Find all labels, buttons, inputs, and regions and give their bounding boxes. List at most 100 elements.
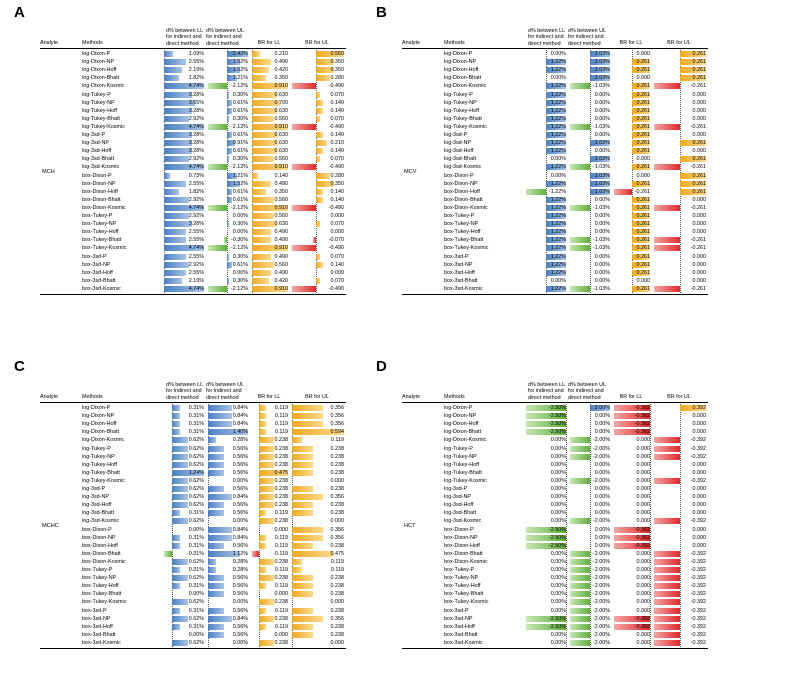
cell-value: -0.392 [690,477,706,484]
cell-value: 0.560 [274,213,289,219]
cell-value: 0.000 [636,599,651,606]
value-bar [632,269,650,276]
table-row: log-Tukey-Bhatt 1.24% 0.56% 0.475 0.238 [40,469,346,477]
value-bar [590,156,610,163]
cell-value: -2.00% [592,599,610,606]
bottom-rule [402,294,708,295]
cell-value: 0.238 [274,502,289,509]
cell-value: 2.55% [188,180,204,187]
value-bar [172,453,188,460]
cell-value: 0.91% [232,140,248,147]
value-bar [172,413,180,420]
value-bar [208,413,232,420]
value-bar [164,132,192,138]
method-name: box-Dixon-Kosmic [82,558,126,565]
cell-value: 0.56% [232,575,248,582]
cell-value: 4.74% [188,245,204,252]
method-name: log-Dixon-Bhatt [444,429,482,436]
cell-value: 0.56% [232,461,248,468]
cell-value: 0.238 [330,461,345,468]
value-bar [226,196,233,203]
cell-value: 0.261 [636,196,651,203]
cell-value: 0.261 [636,123,651,130]
cell-value: 1.03% [594,67,610,74]
cell-value: 0.000 [692,277,707,284]
cell-value: 0.00% [594,91,610,98]
cell-value: 0.31% [188,534,204,541]
value-bar [259,502,274,509]
value-bar [570,591,590,598]
cell-value: 0.00% [594,261,610,268]
value-bar [208,631,224,638]
value-bar [316,140,327,147]
method-name: log-Tukey-Kosmic [444,123,487,130]
cell-value: 0.62% [188,453,204,460]
cell-value: 1.22% [550,261,566,268]
value-bar [292,469,313,476]
value-bar [570,518,590,525]
cell-value: 0.00% [594,253,610,260]
value-bar [208,494,232,501]
value-bar [172,461,188,468]
table-row: log-Tukey-Kosmic 0.00% -2.00% 0.000 -0.392 [402,477,708,485]
table-row: log-Dixon-Hoff 2.19% 1.52% 0.420 0.350 [40,66,346,74]
value-bar [654,518,680,525]
cell-value: -1.03% [592,285,610,292]
value-bar [546,253,566,260]
value-bar [259,445,274,452]
cell-value: 0.238 [274,445,289,452]
method-name: log-3sd-P [444,486,468,492]
cell-value: 0.238 [330,607,345,614]
header-methods: Methods [82,40,103,46]
method-name: log-Tukey-P [444,91,473,98]
value-bar [680,188,706,195]
value-bar [172,558,188,565]
cell-value: 0.261 [636,99,651,106]
value-bar [164,237,186,244]
cell-value: 0.119 [274,567,288,573]
method-name: box-Tukey-P [444,567,475,573]
cell-value: 0.00% [550,494,566,501]
cell-value: 1.03% [594,59,610,66]
cell-value: 0.000 [636,437,651,444]
value-bar [164,99,195,106]
cell-value: 1.03% [594,156,610,163]
header-brLL: BR for LL [619,394,643,400]
cell-value: 2.55% [188,59,204,66]
cell-value: 0.00% [594,132,610,138]
header-dUL: d% between UL for indirect and direct me… [206,28,244,47]
value-bar [546,107,566,114]
cell-value: 0.000 [330,599,345,606]
value-bar [654,445,680,452]
cell-value: 0.238 [274,518,289,525]
cell-value: 0.00% [594,534,610,541]
method-name: box-Tukey-Kosmic [82,245,127,252]
cell-value: 0.00% [550,550,566,557]
bar-axis [680,404,681,647]
cell-value: 0.630 [274,148,289,155]
method-name: log-Dixon-P [82,405,111,411]
value-bar [546,148,566,155]
cell-value: 0.910 [274,245,289,252]
table-row: log-Tukey-P 1.22% 0.00% 0.261 0.000 [402,91,708,99]
value-bar [259,567,267,573]
value-bar [546,67,566,74]
method-name: log-3sd-Bhatt [444,156,477,163]
cell-value: 0.238 [274,599,289,606]
value-bar [316,196,324,203]
value-bar [632,67,650,74]
method-name: box-Tukey-Hoff [444,229,481,236]
value-bar [172,615,188,622]
cell-value: -2.00% [592,607,610,614]
cell-value: 0.000 [636,502,651,509]
value-bar [292,164,317,171]
cell-value: 0.119 [330,558,344,565]
table-row: box-Dixon-Kosmic 1.22% -1.03% 0.261 -0.261 [402,204,708,212]
method-name: box-3sd-Bhatt [444,277,478,284]
cell-value: 0.630 [274,107,289,114]
cell-value: -2.50% [548,534,566,541]
value-bar [208,623,224,630]
cell-value: 0.910 [274,164,289,171]
method-name: log-Dixon-Kosmic [82,437,125,444]
cell-value: 0.00% [550,599,566,606]
